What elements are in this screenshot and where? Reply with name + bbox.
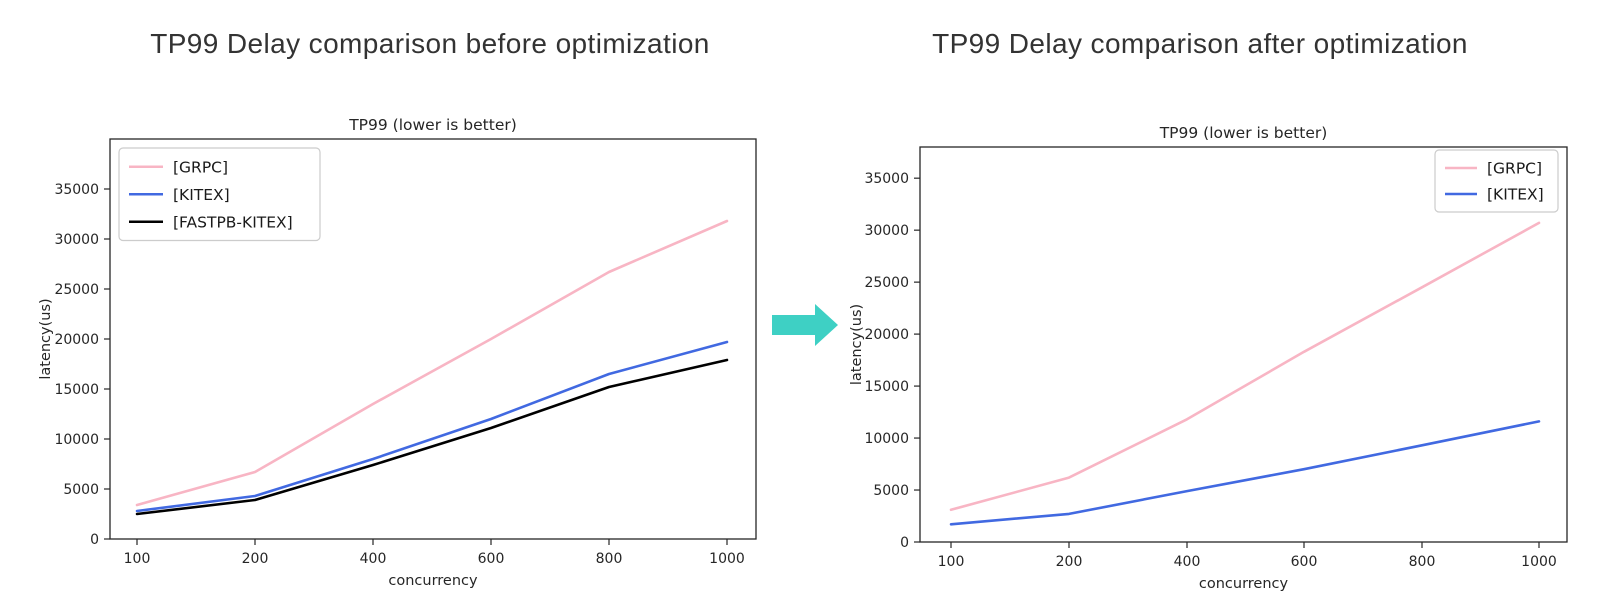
y-tick-label: 35000 xyxy=(864,171,909,187)
y-tick-label: 5000 xyxy=(873,483,909,499)
chart-title: TP99 (lower is better) xyxy=(348,116,517,134)
x-axis: 100 200 400 600 800 1000 xyxy=(124,539,745,567)
right-arrow-icon xyxy=(772,304,838,346)
x-axis-label: concurrency xyxy=(388,573,478,589)
legend-label: [KITEX] xyxy=(1487,186,1544,204)
x-tick-label: 800 xyxy=(1409,554,1436,570)
legend-label: [FASTPB-KITEX] xyxy=(173,213,293,231)
legend: [GRPC] [KITEX] xyxy=(1434,149,1559,213)
legend-label: [KITEX] xyxy=(173,186,230,204)
figure-title-before: TP99 Delay comparison before optimizatio… xyxy=(150,28,710,59)
series-line-kitex xyxy=(135,340,729,513)
y-tick-label: 20000 xyxy=(864,327,909,343)
y-axis: 0 5000 10000 15000 20000 25000 30000 35000 xyxy=(54,182,110,548)
legend-label: [GRPC] xyxy=(173,158,228,176)
series-line-kitex xyxy=(949,420,1541,526)
x-tick-label: 200 xyxy=(1056,554,1083,570)
series-line-fastpb-kitex xyxy=(135,358,729,516)
y-axis-label: latency(us) xyxy=(38,298,54,379)
x-tick-label: 600 xyxy=(478,551,505,567)
y-axis-label: latency(us) xyxy=(849,304,865,385)
y-tick-label: 35000 xyxy=(54,182,99,198)
x-tick-label: 100 xyxy=(124,551,151,567)
x-axis: 100 200 400 600 800 1000 xyxy=(938,542,1557,570)
x-tick-label: 400 xyxy=(1174,554,1201,570)
series-line-grpc xyxy=(135,219,729,507)
x-tick-label: 400 xyxy=(360,551,387,567)
x-tick-label: 1000 xyxy=(709,551,745,567)
x-tick-label: 100 xyxy=(938,554,965,570)
y-tick-label: 10000 xyxy=(864,431,909,447)
y-tick-label: 30000 xyxy=(54,232,99,248)
y-tick-label: 20000 xyxy=(54,332,99,348)
y-tick-label: 15000 xyxy=(54,382,99,398)
legend-box xyxy=(1434,149,1559,213)
x-axis-label: concurrency xyxy=(1199,576,1289,592)
x-tick-label: 1000 xyxy=(1521,554,1557,570)
chart-title: TP99 (lower is better) xyxy=(1159,124,1328,142)
legend-box xyxy=(118,147,321,242)
y-tick-label: 10000 xyxy=(54,432,99,448)
y-axis: 0 5000 10000 15000 20000 25000 30000 35000 xyxy=(864,171,920,551)
y-tick-label: 5000 xyxy=(63,482,99,498)
y-tick-label: 25000 xyxy=(864,275,909,291)
chart-before: 0 5000 10000 15000 20000 25000 30000 35000 100 20… xyxy=(38,116,757,589)
y-tick-label: 0 xyxy=(90,532,99,548)
y-tick-label: 25000 xyxy=(54,282,99,298)
series-line-grpc xyxy=(949,221,1541,512)
chart-after: 0 5000 10000 15000 20000 25000 30000 35000 100 20… xyxy=(849,124,1568,592)
y-tick-label: 30000 xyxy=(864,223,909,239)
axes-frame xyxy=(919,146,1568,543)
legend-label: [GRPC] xyxy=(1487,160,1542,178)
legend: [GRPC] [KITEX] [FASTPB-KITEX] xyxy=(118,147,321,242)
x-tick-label: 600 xyxy=(1291,554,1318,570)
y-tick-label: 0 xyxy=(900,535,909,551)
y-tick-label: 15000 xyxy=(864,379,909,395)
x-tick-label: 800 xyxy=(596,551,623,567)
x-tick-label: 200 xyxy=(242,551,269,567)
figure-title-after: TP99 Delay comparison after optimization xyxy=(932,28,1468,59)
